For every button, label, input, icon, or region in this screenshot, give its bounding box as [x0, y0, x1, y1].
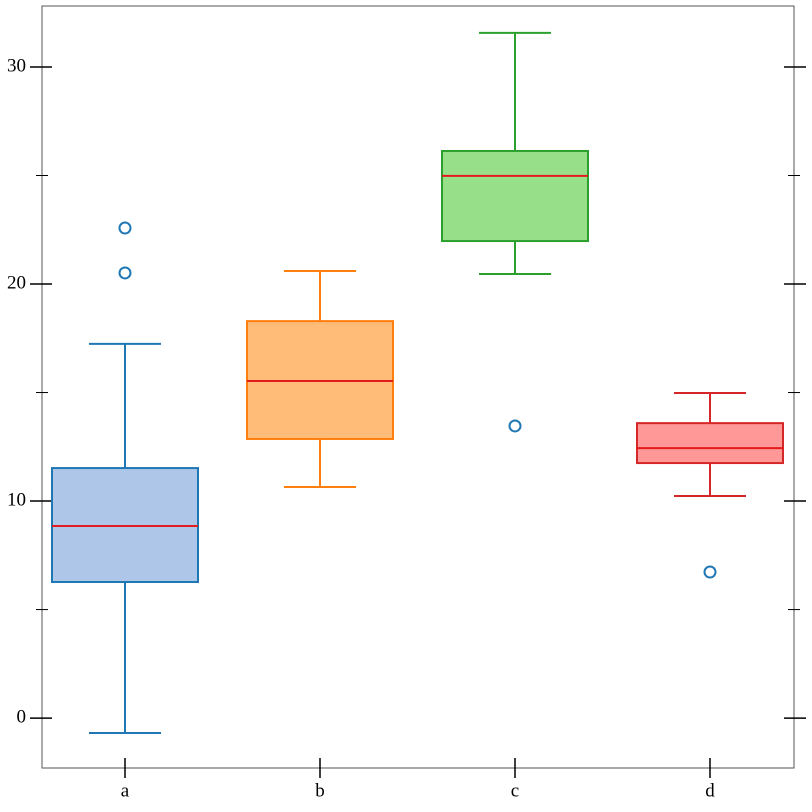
y-tick-label: 30 — [7, 55, 26, 76]
box — [441, 149, 589, 243]
box — [636, 422, 784, 465]
flier — [118, 221, 132, 235]
y-tick-label: 10 — [7, 489, 26, 510]
flier — [703, 565, 717, 579]
x-tick-label: a — [121, 780, 130, 801]
x-tick-label: d — [705, 780, 715, 801]
x-tick-label: c — [511, 780, 519, 801]
flier — [118, 266, 132, 280]
plot-frame — [41, 5, 795, 769]
flier — [508, 419, 522, 433]
x-tick-label: b — [315, 780, 325, 801]
y-tick-label: 20 — [7, 272, 26, 293]
y-tick-label: 0 — [17, 706, 27, 727]
